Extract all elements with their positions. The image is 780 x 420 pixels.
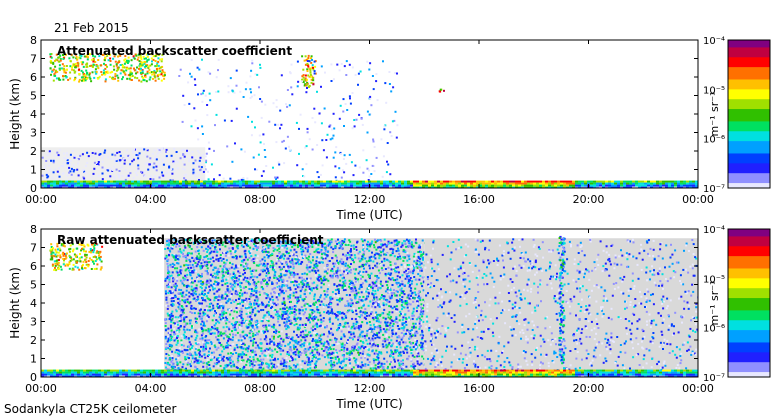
feature-boundary-layer [41,180,698,188]
y-tick-label: 2 [30,145,37,158]
heatmap-cells [41,53,698,188]
colorbar-tick-label: 10⁻⁵ [703,85,725,96]
x-tick-label: 12:00 [354,193,386,206]
y-tick-label: 8 [30,223,37,236]
y-tick-label: 7 [30,242,37,255]
colorbar: 10⁻⁴ 10⁻⁵ 10⁻⁶ 10⁻⁷ m⁻¹ sr⁻¹ [703,225,771,384]
panel-1: Attenuated backscatter coefficient 0 1 2 3 4 5… [8,34,771,222]
x-tick-label: 20:00 [573,382,605,395]
feature-boundary-layer [41,369,698,377]
y-tick-label: 0 [30,182,37,195]
x-tick-label: 16:00 [463,382,495,395]
x-tick-label: 00:00 [25,382,57,395]
colorbar-tick-label: 10⁻⁵ [703,274,725,285]
x-axis-label: Time (UTC) [335,397,402,411]
colorbar-unit-label: m⁻¹ sr⁻¹ [708,92,721,137]
y-tick-label: 6 [30,71,37,84]
date-label: 21 Feb 2015 [54,21,129,35]
x-tick-label: 16:00 [463,193,495,206]
colorbar-tick-label: 10⁻⁶ [703,135,725,146]
x-tick-label: 00:00 [682,193,714,206]
y-axis-label: Height (km) [8,78,22,149]
heatmap-cells [41,235,698,377]
y-tick-label: 8 [30,34,37,47]
x-tick-label: 08:00 [244,193,276,206]
x-tick-label: 04:00 [135,193,167,206]
feature-isolated-echo [438,88,445,93]
y-axis-label: Height (km) [8,267,22,338]
y-tick-label: 7 [30,53,37,66]
y-tick-label: 4 [30,297,37,310]
y-tick-label: 3 [30,316,37,329]
y-tick-label: 5 [30,90,37,103]
y-tick-label: 2 [30,334,37,347]
panel-2: Raw attenuated backscatter coefficient 0 1… [8,223,771,411]
chart-title: Raw attenuated backscatter coefficient [57,233,324,247]
colorbar-tick-label: 10⁻⁴ [703,225,725,236]
y-tick-label: 1 [30,164,37,177]
feature-dense-noise-region [164,238,427,374]
y-tick-label: 0 [30,371,37,384]
x-axis-label: Time (UTC) [335,208,402,222]
y-tick-label: 4 [30,108,37,121]
colorbar-tick-label: 10⁻⁷ [703,373,725,384]
y-tick-label: 3 [30,127,37,140]
x-tick-label: 00:00 [682,382,714,395]
footer-label: Sodankyla CT25K ceilometer [4,402,176,416]
x-tick-label: 12:00 [354,382,386,395]
colorbar-tick-label: 10⁻⁷ [703,184,725,195]
chart-title: Attenuated backscatter coefficient [57,44,292,58]
colorbar-frame [727,39,771,189]
colorbar-tick-label: 10⁻⁶ [703,324,725,335]
y-tick-label: 6 [30,260,37,273]
feature-cirrus-cloud [49,242,104,272]
colorbar-unit-label: m⁻¹ sr⁻¹ [708,281,721,326]
y-tick-label: 1 [30,353,37,366]
feature-scattered-high-cloud [301,54,317,88]
x-tick-label: 20:00 [573,193,605,206]
colorbar-tick-label: 10⁻⁴ [703,36,725,47]
x-tick-label: 00:00 [25,193,57,206]
feature-cirrus-cloud [49,53,166,83]
colorbar-frame [727,228,771,378]
x-tick-label: 08:00 [244,382,276,395]
y-tick-label: 5 [30,279,37,292]
colorbar: 10⁻⁴ 10⁻⁵ 10⁻⁶ 10⁻⁷ m⁻¹ sr⁻¹ [703,36,771,195]
x-tick-label: 04:00 [135,382,167,395]
